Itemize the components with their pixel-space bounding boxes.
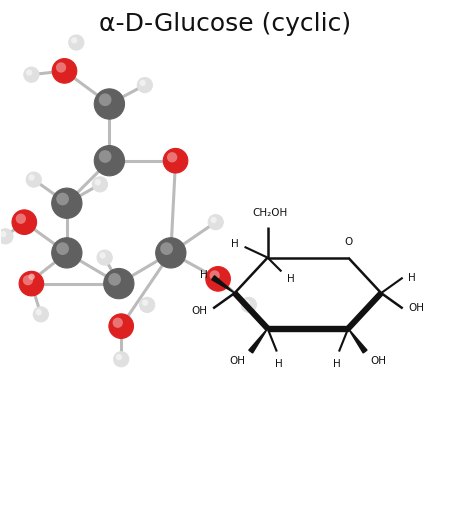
- Circle shape: [28, 174, 35, 181]
- Circle shape: [97, 250, 112, 265]
- Circle shape: [56, 242, 69, 255]
- Circle shape: [210, 217, 217, 223]
- Circle shape: [16, 214, 26, 224]
- Circle shape: [19, 271, 44, 296]
- Circle shape: [33, 307, 48, 322]
- Circle shape: [210, 270, 220, 281]
- Circle shape: [108, 273, 121, 286]
- Text: H: H: [408, 273, 416, 283]
- Circle shape: [155, 238, 186, 268]
- Circle shape: [139, 80, 146, 86]
- Text: OH: OH: [408, 304, 424, 313]
- Circle shape: [94, 146, 125, 176]
- Circle shape: [114, 352, 129, 367]
- Circle shape: [94, 89, 125, 119]
- Circle shape: [109, 314, 134, 338]
- Circle shape: [52, 188, 82, 218]
- Circle shape: [208, 215, 223, 230]
- Circle shape: [0, 229, 13, 244]
- Circle shape: [36, 309, 42, 315]
- Text: CH₂OH: CH₂OH: [252, 208, 288, 218]
- Circle shape: [12, 210, 36, 235]
- Circle shape: [26, 69, 32, 76]
- Circle shape: [244, 299, 250, 306]
- Circle shape: [241, 297, 256, 312]
- Circle shape: [71, 37, 77, 43]
- Text: H: H: [231, 240, 239, 249]
- Text: H: H: [200, 270, 208, 281]
- Text: VectorStock: VectorStock: [14, 487, 90, 497]
- Circle shape: [56, 62, 66, 73]
- Circle shape: [26, 271, 41, 287]
- Circle shape: [52, 238, 82, 268]
- Circle shape: [137, 78, 153, 92]
- Circle shape: [140, 297, 155, 312]
- Text: H: H: [333, 359, 340, 368]
- Circle shape: [52, 59, 77, 83]
- Circle shape: [24, 67, 39, 82]
- Circle shape: [142, 299, 148, 306]
- Polygon shape: [212, 276, 235, 293]
- Text: OH: OH: [229, 356, 245, 366]
- Circle shape: [116, 354, 122, 360]
- Circle shape: [113, 317, 123, 328]
- Circle shape: [99, 150, 111, 163]
- Circle shape: [92, 177, 108, 192]
- Text: OH: OH: [191, 306, 208, 316]
- Polygon shape: [348, 329, 367, 353]
- Circle shape: [99, 94, 111, 106]
- Circle shape: [160, 242, 173, 255]
- Circle shape: [104, 268, 134, 299]
- Text: O: O: [344, 237, 352, 247]
- Circle shape: [95, 179, 101, 185]
- Polygon shape: [233, 291, 269, 330]
- Circle shape: [23, 275, 33, 285]
- Circle shape: [28, 273, 35, 280]
- Circle shape: [26, 172, 41, 187]
- Polygon shape: [346, 291, 383, 330]
- Text: α-D-Glucose (cyclic): α-D-Glucose (cyclic): [99, 12, 351, 36]
- Circle shape: [206, 267, 230, 291]
- Circle shape: [69, 35, 84, 50]
- Text: VectorStock.com/3740018: VectorStock.com/3740018: [332, 487, 460, 497]
- Circle shape: [100, 252, 106, 259]
- Text: H: H: [275, 359, 283, 368]
- Circle shape: [0, 231, 7, 238]
- Circle shape: [167, 152, 177, 162]
- Polygon shape: [249, 329, 268, 353]
- Text: OH: OH: [371, 356, 387, 366]
- Text: H: H: [287, 274, 295, 284]
- Circle shape: [163, 148, 188, 173]
- Circle shape: [56, 193, 69, 205]
- Polygon shape: [268, 326, 348, 331]
